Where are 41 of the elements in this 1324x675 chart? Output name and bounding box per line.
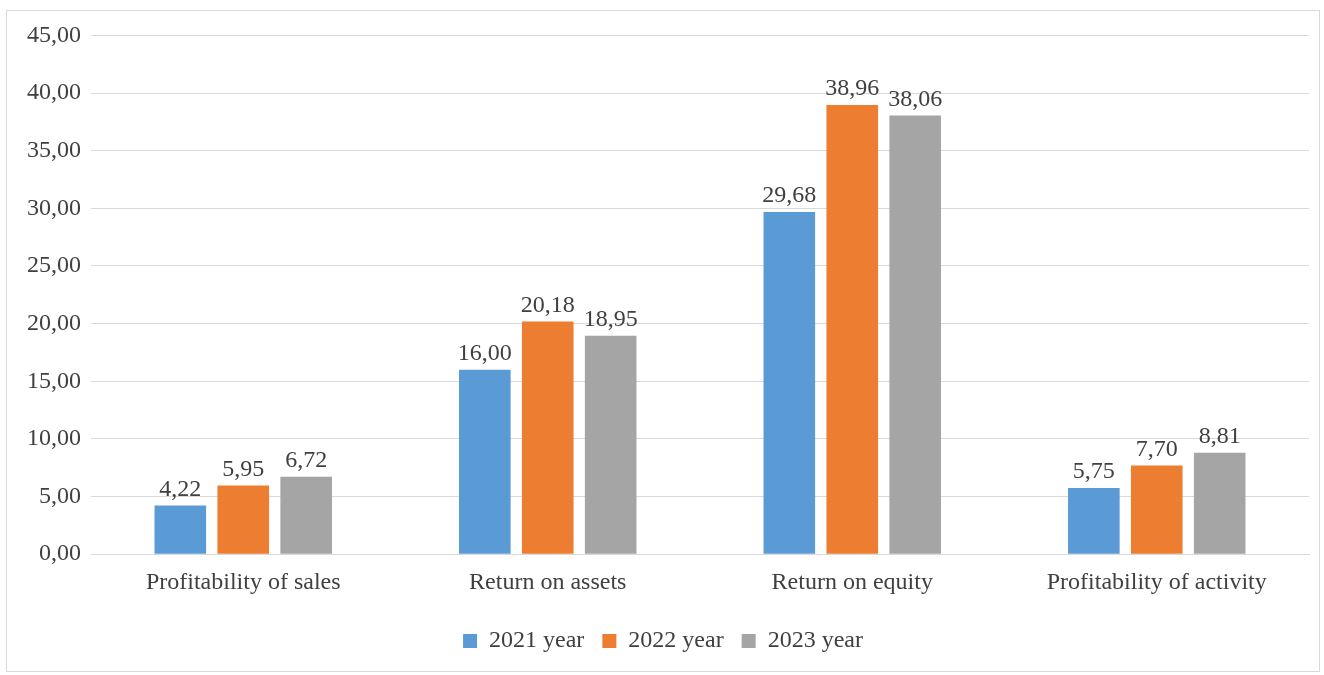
data-label: 38,06 (888, 84, 943, 111)
data-label: 38,96 (825, 74, 880, 101)
y-tick-label: 5,00 (39, 481, 81, 508)
data-label: 20,18 (520, 290, 575, 317)
y-tick-label: 45,00 (27, 20, 81, 47)
data-label: 5,75 (1072, 457, 1115, 484)
y-tick-label: 15,00 (27, 366, 81, 393)
data-label: 16,00 (457, 339, 512, 366)
x-tick-label: Return on assets (469, 567, 627, 594)
x-tick-label: Profitability of activity (1046, 567, 1267, 594)
bar (584, 335, 637, 554)
bar (1068, 487, 1120, 554)
data-label: 8,81 (1198, 421, 1241, 448)
data-label: 7,70 (1135, 434, 1178, 461)
y-tick-label: 35,00 (27, 135, 81, 162)
y-tick-label: 25,00 (27, 251, 81, 278)
bar (459, 369, 511, 554)
bar (1130, 465, 1183, 554)
bar (154, 505, 207, 554)
bar (217, 485, 270, 554)
legend-label: 2021 year (489, 626, 585, 653)
legend-label: 2023 year (767, 626, 863, 653)
data-label: 6,72 (285, 446, 328, 473)
data-label: 29,68 (762, 181, 817, 208)
data-label: 18,95 (583, 305, 638, 332)
bar (826, 105, 879, 554)
x-tick-label: Return on equity (771, 567, 933, 594)
y-tick-label: 10,00 (27, 424, 81, 451)
bar (521, 321, 574, 554)
data-label: 4,22 (159, 474, 202, 501)
y-tick-label: 20,00 (27, 308, 81, 335)
bar (763, 212, 816, 554)
y-tick-label: 0,00 (39, 539, 81, 566)
y-tick-label: 40,00 (27, 78, 81, 105)
x-tick-label: Profitability of sales (145, 567, 341, 594)
bar (280, 476, 332, 554)
legend-label: 2022 year (628, 626, 724, 653)
bar (1193, 452, 1246, 554)
data-label: 5,95 (222, 454, 265, 481)
y-tick-label: 30,00 (27, 193, 81, 220)
bar (889, 115, 941, 554)
